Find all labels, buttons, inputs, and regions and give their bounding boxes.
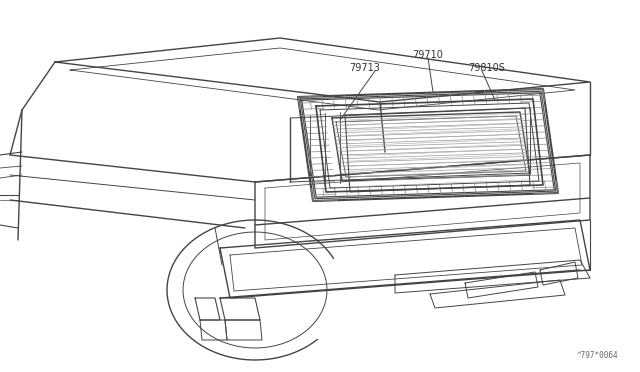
Text: 79710: 79710	[413, 50, 444, 60]
Text: 79810S: 79810S	[468, 63, 506, 73]
Text: ^797*0064: ^797*0064	[577, 351, 618, 360]
Text: 79713: 79713	[349, 63, 380, 73]
